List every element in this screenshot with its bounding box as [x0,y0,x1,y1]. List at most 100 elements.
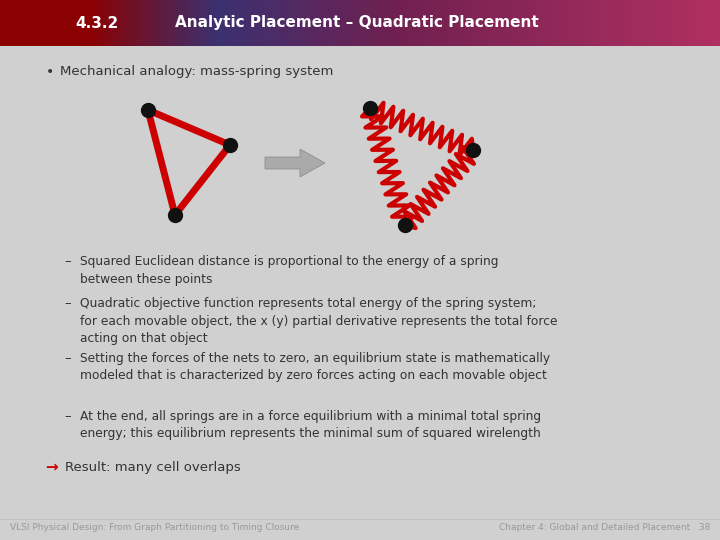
Bar [490,0,494,46]
Bar [626,0,631,46]
Bar [245,0,249,46]
Bar [72,0,76,46]
Bar [382,0,386,46]
Bar [256,0,260,46]
Bar [274,0,278,46]
Bar [374,0,379,46]
Bar [356,0,361,46]
Bar [115,0,120,46]
Bar [670,0,674,46]
Bar [284,0,289,46]
Text: Squared Euclidean distance is proportional to the energy of a spring
between the: Squared Euclidean distance is proportion… [80,255,498,286]
Bar [446,0,451,46]
Bar [662,0,667,46]
Bar [709,0,714,46]
Bar [324,0,328,46]
Bar [378,0,382,46]
Bar [439,0,444,46]
Bar [94,0,98,46]
Bar [601,0,606,46]
Text: →: → [45,460,58,475]
Bar [234,0,238,46]
Bar [688,0,692,46]
Bar [43,0,48,46]
Bar [576,0,580,46]
Bar [605,0,609,46]
Bar [4,0,8,46]
Bar [148,0,152,46]
Bar [475,0,480,46]
Bar [108,0,112,46]
Bar [162,0,166,46]
Bar [0,0,4,46]
Bar [133,0,138,46]
Bar [655,0,660,46]
Bar [648,0,652,46]
Bar [54,0,58,46]
Bar [68,0,73,46]
Bar [173,0,177,46]
Bar [630,0,634,46]
Bar [137,0,141,46]
Bar [536,0,541,46]
Bar [122,0,127,46]
Bar [565,0,570,46]
Bar [299,0,303,46]
Bar [598,0,602,46]
Bar [713,0,717,46]
Bar [515,0,519,46]
Bar [508,0,512,46]
Bar [594,0,598,46]
Bar [436,0,440,46]
Bar [295,0,300,46]
Bar [241,0,246,46]
Bar [191,0,195,46]
Bar [677,0,681,46]
Bar [83,0,87,46]
Bar [130,0,134,46]
Bar [144,0,148,46]
Bar [504,0,508,46]
Bar [695,0,699,46]
Bar [158,0,163,46]
Text: VLSI Physical Design: From Graph Partitioning to Timing Closure: VLSI Physical Design: From Graph Partiti… [10,523,300,531]
Bar [209,0,213,46]
Bar [328,0,332,46]
Bar [486,0,490,46]
Bar [155,0,159,46]
Bar [569,0,573,46]
Bar [691,0,696,46]
Text: Result: many cell overlaps: Result: many cell overlaps [65,461,240,474]
Bar [644,0,649,46]
Bar [320,0,325,46]
Bar [306,0,310,46]
Bar [263,0,267,46]
Bar [11,0,15,46]
Bar [18,0,22,46]
Bar [22,0,26,46]
Bar [684,0,688,46]
Bar [389,0,393,46]
Bar [50,0,55,46]
Bar [310,0,314,46]
Bar [112,0,116,46]
Text: Analytic Placement – Quadratic Placement: Analytic Placement – Quadratic Placement [175,16,539,30]
Text: Quadratic objective function represents total energy of the spring system;
for e: Quadratic objective function represents … [80,297,557,345]
Bar [540,0,544,46]
Bar [641,0,645,46]
Bar [40,0,44,46]
Bar [25,0,30,46]
Bar [349,0,354,46]
Bar [198,0,202,46]
Bar [97,0,102,46]
Bar [252,0,256,46]
Bar [313,0,318,46]
Bar [587,0,591,46]
Bar [187,0,192,46]
Bar [166,0,170,46]
Bar [65,0,69,46]
Bar [385,0,390,46]
Bar [292,0,296,46]
Bar [443,0,447,46]
Bar [266,0,271,46]
